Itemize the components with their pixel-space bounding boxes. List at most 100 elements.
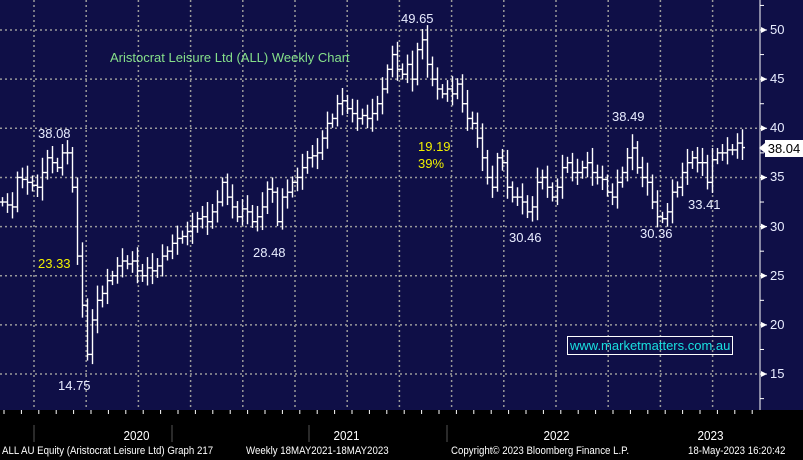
- ohlc-bar: [630, 134, 635, 171]
- ohlc-bar: [450, 76, 455, 106]
- ohlc-bar: [285, 179, 290, 209]
- ohlc-bar: [140, 263, 145, 282]
- ohlc-bar: [350, 98, 355, 123]
- y-tick-label: 25: [770, 267, 785, 283]
- ohlc-bar: [735, 133, 740, 159]
- ohlc-bar: [210, 203, 215, 229]
- ohlc-bar: [100, 285, 105, 308]
- y-tick-arrow: [761, 174, 767, 181]
- ohlc-bar: [540, 169, 545, 190]
- ohlc-bar: [560, 154, 565, 199]
- ohlc-bar: [435, 67, 440, 100]
- ohlc-bar: [725, 137, 730, 165]
- ohlc-bar: [395, 41, 400, 81]
- ohlc-bar: [155, 258, 160, 278]
- ohlc-bar: [655, 190, 660, 228]
- ohlc-bar: [340, 87, 345, 116]
- ohlc-bar: [415, 42, 420, 86]
- ohlc-bar: [175, 225, 180, 255]
- ohlc-bar: [475, 112, 480, 148]
- chart-title: Aristocrat Leisure Ltd (ALL) Weekly Char…: [110, 50, 350, 65]
- ohlc-bar: [420, 29, 425, 60]
- ohlc-bar: [135, 247, 140, 284]
- y-tick-label: 15: [770, 366, 785, 382]
- ohlc-bar: [685, 148, 690, 185]
- ohlc-bar: [455, 78, 460, 100]
- annotation-high-2021: 49.65: [401, 11, 434, 26]
- ohlc-bar: [185, 221, 190, 246]
- plot-background: [0, 0, 803, 410]
- ohlc-bar: [120, 248, 125, 278]
- y-tick-arrow: [761, 321, 767, 328]
- ohlc-bar: [160, 244, 165, 277]
- ohlc-bar: [680, 162, 685, 197]
- ohlc-bar: [190, 212, 195, 244]
- ohlc-bar: [585, 151, 590, 178]
- ohlc-bar: [645, 162, 650, 196]
- ohlc-bar: [345, 94, 350, 114]
- ohlc-bar: [325, 111, 330, 149]
- y-tick-label: 20: [770, 316, 785, 332]
- ohlc-bar: [240, 199, 245, 226]
- annotation-low-2020b: 28.48: [253, 245, 286, 260]
- y-axis-ticks: [760, 4, 767, 400]
- ohlc-bar: [355, 99, 360, 131]
- annotation-low-2022b: 30.36: [640, 226, 673, 241]
- ohlc-bar: [115, 257, 120, 284]
- ohlc-bar: [615, 169, 620, 209]
- ohlc-bar: [570, 152, 575, 182]
- ohlc-bar: [670, 179, 675, 224]
- ohlc-bar: [625, 147, 630, 182]
- ohlc-bar: [260, 192, 265, 231]
- ohlc-bar: [250, 204, 255, 228]
- ohlc-bar: [720, 144, 725, 161]
- last-price-label: 38.04: [759, 140, 803, 157]
- annotation-low-2023: 33.41: [688, 197, 721, 212]
- ohlc-bar: [650, 174, 655, 210]
- ohlc-bar: [215, 190, 220, 223]
- footer-timestamp: 18-May-2023 16:20:42: [688, 445, 786, 457]
- ohlc-bar: [430, 56, 435, 87]
- ohlc-bar: [640, 156, 645, 188]
- ohlc-bar: [335, 94, 340, 127]
- ohlc-bar: [500, 148, 505, 171]
- ohlc-bar: [300, 153, 305, 190]
- ohlc-bar: [470, 111, 475, 130]
- x-tick-label: 2020: [123, 428, 150, 443]
- ohlc-bar: [505, 149, 510, 199]
- ohlc-bar: [200, 205, 205, 229]
- ohlc-bar: [275, 187, 280, 227]
- annotation-high-2020: 38.08: [38, 126, 71, 141]
- annotation-drop-2020: 23.33: [38, 256, 71, 271]
- y-tick-arrow: [761, 76, 767, 83]
- watermark[interactable]: www.marketmatters.com.au: [567, 336, 734, 355]
- ohlc-bar: [255, 205, 260, 232]
- ohlc-bar: [45, 149, 50, 180]
- ohlc-bar: [490, 165, 495, 198]
- ohlc-bar: [40, 157, 45, 201]
- ohlc-bar: [265, 181, 270, 215]
- y-tick-label: 50: [770, 22, 785, 37]
- ohlc-bar: [290, 176, 295, 198]
- ohlc-bar: [740, 129, 745, 160]
- ohlc-bar: [365, 104, 370, 129]
- ohlc-bar: [25, 165, 30, 195]
- ohlc-bar: [565, 156, 570, 173]
- ohlc-bar: [360, 108, 365, 125]
- ohlc-bar: [410, 50, 415, 92]
- ohlc-bar: [50, 145, 55, 174]
- ohlc-bar: [710, 147, 715, 193]
- ohlc-bar: [105, 268, 110, 305]
- ohlc-bar: [605, 174, 610, 197]
- footer-copyright: Copyright© 2023 Bloomberg Finance L.P.: [451, 445, 630, 457]
- ohlc-bar: [460, 74, 465, 113]
- ohlc-bar: [220, 177, 225, 207]
- ohlc-bar: [235, 201, 240, 223]
- ohlc-bar: [230, 184, 235, 219]
- ohlc-bar: [445, 80, 450, 102]
- ohlc-bar: [20, 167, 25, 189]
- ohlc-bar: [320, 130, 325, 160]
- ohlc-bar: [205, 202, 210, 235]
